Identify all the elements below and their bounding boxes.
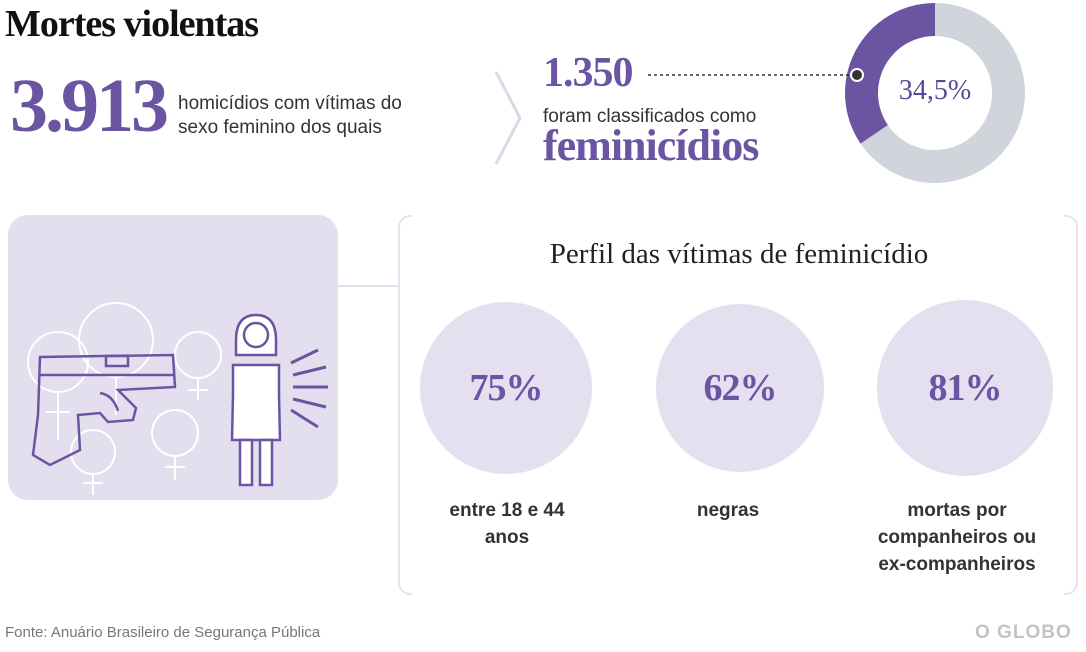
connector-line	[338, 285, 400, 287]
label-line: negras	[696, 500, 760, 521]
stat-label-age: entre 18 e 44 anos	[397, 497, 617, 551]
label-line: mortas por	[907, 500, 1007, 521]
total-homicides-description: homicídios com vítimas do sexo feminino …	[178, 92, 402, 140]
illustration-panel	[8, 215, 338, 500]
publisher-logo: O GLOBO	[975, 622, 1072, 643]
page-title: Mortes violentas	[5, 3, 259, 45]
feminicide-highlight: feminicídios	[543, 121, 759, 170]
stat-circle-age: 75%	[420, 302, 592, 474]
chevron-right-icon	[494, 71, 522, 165]
donut-slice-0	[845, 3, 935, 144]
donut-slice-1	[860, 3, 1025, 183]
stat-label-race: negras	[618, 497, 838, 524]
left-bracket	[398, 215, 412, 595]
profile-title: Perfil das vítimas de feminicídio	[549, 238, 929, 270]
source-note: Fonte: Anuário Brasileiro de Segurança P…	[5, 624, 321, 641]
label-line: ex-companheiros	[878, 554, 1036, 575]
label-line: companheiros ou	[877, 527, 1037, 548]
total-homicides-number: 3.913	[10, 64, 169, 148]
feminicide-number: 1.350	[543, 50, 633, 96]
label-line: entre 18 e 44	[449, 500, 565, 521]
stat-value: 81%	[928, 367, 1003, 409]
gun-icon	[31, 353, 177, 467]
female-symbol-icons	[27, 302, 222, 495]
feminicide-description: foram classificados como	[543, 106, 757, 127]
stat-circle-race: 62%	[656, 304, 824, 472]
stat-value: 62%	[703, 367, 778, 409]
donut-chart	[648, 3, 1025, 183]
label-line: anos	[484, 527, 530, 548]
description-line: homicídios com vítimas do	[178, 93, 402, 114]
stat-value: 75%	[469, 367, 544, 409]
description-line: sexo feminino dos quais	[178, 117, 382, 138]
stat-circle-partners: 81%	[877, 300, 1053, 476]
leader-dot	[850, 68, 864, 82]
donut-data-label: 34,5%	[898, 75, 972, 106]
stat-label-partners: mortas por companheiros ou ex-companheir…	[847, 497, 1067, 578]
impact-lines-icon	[290, 348, 328, 429]
gun-woman-illustration	[27, 302, 328, 495]
woman-icon	[230, 313, 282, 487]
